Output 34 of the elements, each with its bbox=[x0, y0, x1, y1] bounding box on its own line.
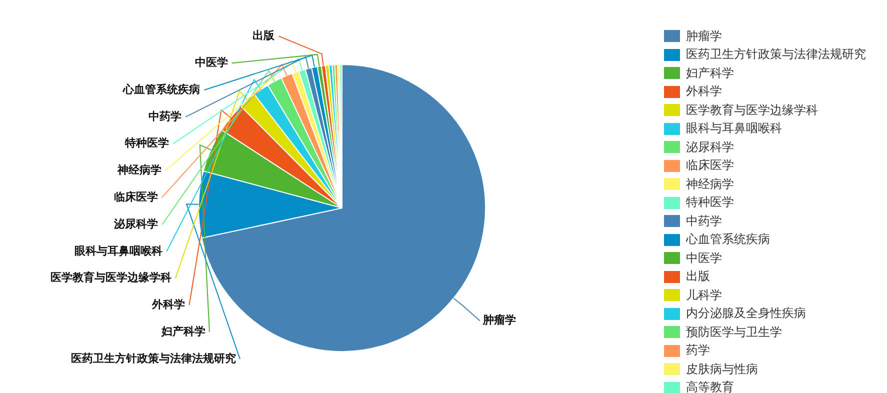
legend-label: 泌尿科学 bbox=[686, 138, 734, 156]
slice-label: 医药卫生方针政策与法律法规研究 bbox=[70, 352, 236, 365]
legend-label: 心血管系统疾病 bbox=[686, 231, 770, 248]
legend-label: 医药卫生方针政策与法律法规研究 bbox=[686, 46, 866, 64]
legend-label: 神经病学 bbox=[686, 176, 734, 193]
slice-label: 医学教育与医学边缘学科 bbox=[50, 271, 172, 284]
slice-label: 神经病学 bbox=[116, 164, 162, 177]
slice-label: 中医学 bbox=[194, 56, 228, 69]
legend-label: 医学教育与医学边缘学科 bbox=[686, 102, 818, 119]
legend-label: 内分泌腺及全身性疾病 bbox=[686, 305, 806, 322]
slice-label: 外科学 bbox=[151, 298, 186, 312]
legend-label: 药学 bbox=[686, 342, 710, 360]
slice-label: 特种医学 bbox=[124, 136, 170, 150]
slice-label: 眼科与耳鼻咽喉科 bbox=[74, 244, 163, 258]
slice-label: 泌尿科学 bbox=[113, 217, 158, 230]
legend-label: 皮肤病与性病 bbox=[686, 360, 758, 378]
legend-label: 特种医学 bbox=[686, 194, 734, 212]
legend-label: 中医学 bbox=[686, 250, 722, 267]
slice-label: 妇产科学 bbox=[160, 324, 206, 338]
legend-label: 肿瘤学 bbox=[686, 28, 722, 45]
slice-label: 出版 bbox=[252, 29, 276, 42]
slice-label: 临床医学 bbox=[114, 190, 158, 204]
legend-label: 高等教育 bbox=[686, 379, 734, 393]
legend-label: 预防医学与卫生学 bbox=[686, 324, 782, 341]
legend-label: 儿科学 bbox=[686, 286, 722, 304]
legend-label: 临床医学 bbox=[686, 157, 734, 174]
slice-label: 心血管系统疾病 bbox=[122, 82, 200, 96]
legend-label: 外科学 bbox=[686, 83, 722, 100]
legend-label: 妇产科学 bbox=[686, 64, 734, 82]
slice-label: 肿瘤学 bbox=[482, 314, 516, 327]
legend-label: 出版 bbox=[686, 268, 710, 286]
slice-label: 中药学 bbox=[148, 110, 182, 123]
legend-label: 中药学 bbox=[686, 212, 722, 230]
legend-label: 眼科与耳鼻咽喉科 bbox=[686, 120, 782, 138]
